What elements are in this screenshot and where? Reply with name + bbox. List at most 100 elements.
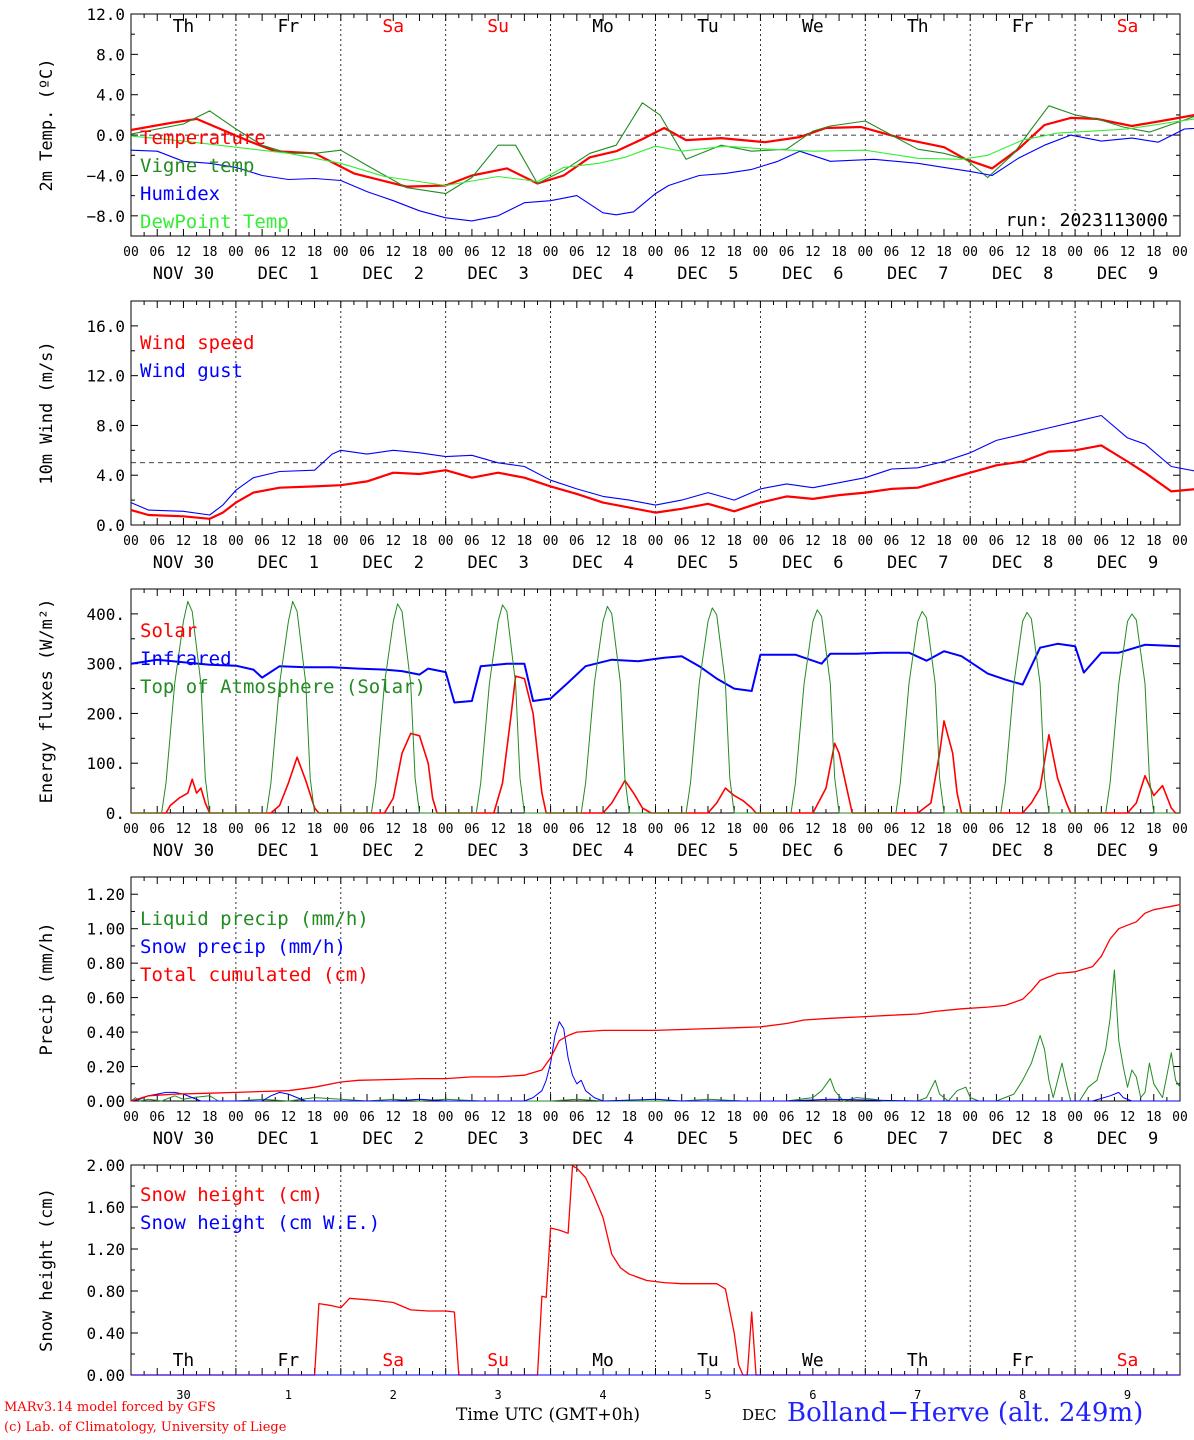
y-tick-label: 8.0 xyxy=(96,416,125,435)
hour-tick-label: 12 xyxy=(595,1110,611,1125)
hour-tick-label: 06 xyxy=(359,1110,375,1125)
y-tick-label: 4.0 xyxy=(96,86,125,105)
hour-tick-label: 12 xyxy=(281,245,297,260)
hour-tick-label: 12 xyxy=(910,822,926,837)
hour-tick-label: 12 xyxy=(1015,534,1031,549)
dec-label: DEC xyxy=(742,1406,777,1424)
date-label: DEC 8 xyxy=(992,553,1053,573)
legend-entry: Total cumulated (cm) xyxy=(140,964,369,986)
y-tick-label: 1.20 xyxy=(86,1240,125,1259)
hour-tick-label: 18 xyxy=(517,534,533,549)
hour-tick-label: 12 xyxy=(1120,534,1136,549)
day-number-label: 9 xyxy=(1124,1388,1131,1402)
hour-tick-label: 06 xyxy=(464,1110,480,1125)
hour-tick-label: 18 xyxy=(726,534,742,549)
hour-tick-label: 12 xyxy=(281,534,297,549)
hour-tick-label: 18 xyxy=(412,1110,428,1125)
hour-tick-label: 00 xyxy=(1067,245,1083,260)
hour-tick-label: 18 xyxy=(517,1110,533,1125)
weekday-label: Th xyxy=(907,16,929,37)
y-tick-label: 0.40 xyxy=(86,1023,125,1042)
y-tick-label: 0.0 xyxy=(96,126,125,145)
credit-line-1: MARv3.14 model forced by GFS xyxy=(4,1400,216,1415)
snow-panel: 0.00 0.40 0.80 1.20 1.60 2.00 Snow height (cm)… xyxy=(37,1156,1181,1402)
hour-tick-label: 06 xyxy=(149,534,165,549)
hour-tick-label: 12 xyxy=(700,534,716,549)
hour-tick-label: 18 xyxy=(202,534,218,549)
hour-tick-label: 00 xyxy=(1067,822,1083,837)
y-tick-label: 0.80 xyxy=(86,1282,125,1301)
y-tick-label: 300. xyxy=(86,655,125,674)
day-number-label: 30 xyxy=(176,1388,190,1402)
date-label: DEC 3 xyxy=(467,553,528,573)
hour-tick-label: 12 xyxy=(281,1110,297,1125)
hour-tick-label: 00 xyxy=(962,822,978,837)
legend-entry: DewPoint Temp xyxy=(140,211,289,233)
hour-tick-label: 06 xyxy=(254,1110,270,1125)
hour-tick-label: 12 xyxy=(1015,822,1031,837)
hour-tick-label: 12 xyxy=(595,534,611,549)
day-number-label: 2 xyxy=(390,1388,397,1402)
hour-tick-label: 18 xyxy=(1146,822,1162,837)
hour-tick-label: 06 xyxy=(989,822,1005,837)
hour-tick-label: 12 xyxy=(490,534,506,549)
y-tick-label: 0.00 xyxy=(86,1092,125,1111)
hour-tick-label: 18 xyxy=(831,1110,847,1125)
day-number-label: 3 xyxy=(495,1388,502,1402)
hour-tick-label: 00 xyxy=(1172,534,1188,549)
hour-tick-label: 00 xyxy=(438,534,454,549)
legend-entry: Solar xyxy=(140,620,197,642)
weekday-label: Tu xyxy=(697,1350,719,1371)
hour-tick-label: 12 xyxy=(490,1110,506,1125)
hour-tick-label: 18 xyxy=(1146,245,1162,260)
hour-tick-label: 18 xyxy=(307,534,323,549)
hour-tick-label: 06 xyxy=(359,822,375,837)
hour-tick-label: 18 xyxy=(202,822,218,837)
date-label: DEC 6 xyxy=(782,553,843,573)
day-number-label: 6 xyxy=(809,1388,816,1402)
hour-tick-label: 18 xyxy=(1041,1110,1057,1125)
hour-tick-label: 06 xyxy=(569,245,585,260)
legend-entry: Top of Atmosphere (Solar) xyxy=(140,676,426,698)
hour-tick-label: 18 xyxy=(307,1110,323,1125)
hour-tick-label: 12 xyxy=(490,822,506,837)
y-tick-label: 12.0 xyxy=(86,367,125,386)
hour-tick-label: 06 xyxy=(569,1110,585,1125)
date-label: DEC 7 xyxy=(887,264,948,284)
legend-entry: Temperature xyxy=(140,127,266,149)
hour-tick-label: 18 xyxy=(1041,245,1057,260)
date-label: DEC 4 xyxy=(572,1129,633,1149)
date-label: DEC 5 xyxy=(677,553,738,573)
weekday-label: Th xyxy=(173,16,195,37)
weekday-label: Sa xyxy=(1117,1350,1139,1371)
date-label: DEC 6 xyxy=(782,264,843,284)
y-tick-label: 0.60 xyxy=(86,989,125,1008)
date-label: DEC 7 xyxy=(887,1129,948,1149)
hour-tick-label: 00 xyxy=(228,534,244,549)
hour-tick-label: 18 xyxy=(412,245,428,260)
y-axis-label: Snow height (cm) xyxy=(37,1188,57,1352)
station-label: Bolland−Herve (alt. 249m) xyxy=(787,1398,1144,1428)
temperature-panel: −8.0 −4.0 0.0 4.0 8.0 12.0 2m Temp. (ºC) 00 06 12… xyxy=(37,5,1194,284)
y-tick-label: 0.40 xyxy=(86,1324,125,1343)
date-label: DEC 5 xyxy=(677,264,738,284)
hour-tick-label: 18 xyxy=(202,245,218,260)
y-tick-label: 8.0 xyxy=(96,45,125,64)
hour-tick-label: 12 xyxy=(490,245,506,260)
weekday-label: Sa xyxy=(382,1350,404,1371)
date-label: DEC 3 xyxy=(467,841,528,861)
legend-entry: Wind gust xyxy=(140,360,243,382)
weekday-label: Sa xyxy=(382,16,404,37)
weekday-label: Su xyxy=(487,1350,509,1371)
hour-tick-label: 12 xyxy=(805,1110,821,1125)
series-line-temperature xyxy=(130,113,1194,188)
y-tick-label: 1.20 xyxy=(86,885,125,904)
hour-tick-label: 00 xyxy=(1172,822,1188,837)
y-axis-label: Precip (mm/h) xyxy=(37,922,57,1055)
hour-tick-label: 18 xyxy=(726,245,742,260)
weekday-label: Th xyxy=(173,1350,195,1371)
hour-tick-label: 00 xyxy=(857,245,873,260)
y-tick-label: 2.00 xyxy=(86,1156,125,1175)
hour-tick-label: 12 xyxy=(1015,1110,1031,1125)
hour-tick-label: 06 xyxy=(569,534,585,549)
